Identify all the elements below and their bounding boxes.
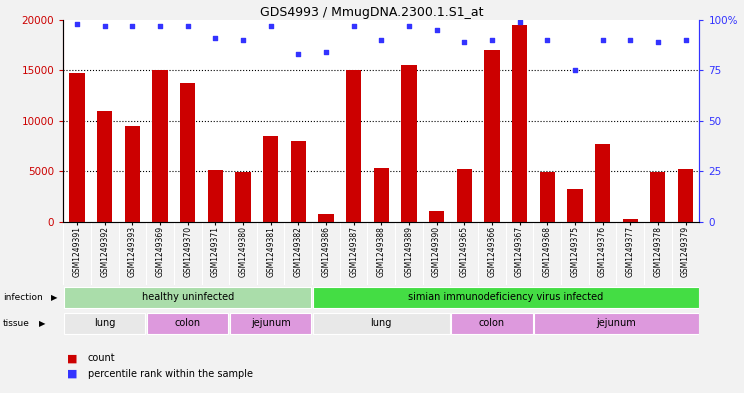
- Bar: [291, 141, 306, 222]
- Text: jejunum: jejunum: [597, 318, 636, 328]
- Bar: [452, 313, 533, 334]
- Bar: [623, 219, 638, 222]
- Bar: [567, 189, 583, 222]
- Text: healthy uninfected: healthy uninfected: [141, 292, 234, 303]
- Bar: [534, 313, 699, 334]
- Text: count: count: [88, 353, 115, 364]
- Point: [320, 49, 332, 55]
- Bar: [457, 169, 472, 222]
- Text: ▶: ▶: [51, 294, 58, 302]
- Point: [237, 37, 249, 43]
- Bar: [595, 144, 610, 222]
- Bar: [64, 287, 311, 309]
- Bar: [650, 173, 665, 222]
- Bar: [539, 173, 555, 222]
- Text: lung: lung: [371, 318, 392, 328]
- Text: percentile rank within the sample: percentile rank within the sample: [88, 369, 253, 379]
- Text: simian immunodeficiency virus infected: simian immunodeficiency virus infected: [408, 292, 603, 303]
- Text: jejunum: jejunum: [251, 318, 291, 328]
- Text: colon: colon: [479, 318, 505, 328]
- Bar: [346, 70, 362, 222]
- Point: [486, 37, 498, 43]
- Bar: [97, 111, 112, 222]
- Point: [569, 67, 581, 73]
- Point: [652, 39, 664, 45]
- Bar: [678, 169, 693, 222]
- Bar: [153, 70, 167, 222]
- Bar: [429, 211, 444, 222]
- Text: colon: colon: [175, 318, 201, 328]
- Bar: [230, 313, 311, 334]
- Point: [403, 22, 415, 29]
- Point: [347, 22, 359, 29]
- Bar: [235, 173, 251, 222]
- Point: [209, 35, 221, 41]
- Text: ■: ■: [67, 353, 77, 364]
- Text: lung: lung: [94, 318, 115, 328]
- Point: [182, 22, 193, 29]
- Point: [265, 22, 277, 29]
- Point: [624, 37, 636, 43]
- Bar: [313, 287, 699, 309]
- Point: [542, 37, 554, 43]
- Bar: [401, 65, 417, 222]
- Point: [431, 27, 443, 33]
- Bar: [512, 25, 527, 222]
- Point: [71, 20, 83, 27]
- Point: [458, 39, 470, 45]
- Bar: [313, 313, 449, 334]
- Point: [597, 37, 609, 43]
- Point: [99, 22, 111, 29]
- Bar: [318, 214, 333, 222]
- Point: [126, 22, 138, 29]
- Bar: [125, 126, 140, 222]
- Bar: [69, 73, 85, 222]
- Text: infection: infection: [3, 294, 42, 302]
- Text: GDS4993 / MmugDNA.2300.1.S1_at: GDS4993 / MmugDNA.2300.1.S1_at: [260, 6, 484, 19]
- Bar: [484, 50, 499, 222]
- Bar: [180, 83, 196, 222]
- Point: [376, 37, 388, 43]
- Point: [292, 51, 304, 57]
- Point: [513, 18, 525, 25]
- Point: [154, 22, 166, 29]
- Text: ▶: ▶: [39, 319, 46, 328]
- Bar: [373, 169, 389, 222]
- Bar: [64, 313, 145, 334]
- Bar: [147, 313, 228, 334]
- Text: tissue: tissue: [3, 319, 30, 328]
- Bar: [208, 171, 223, 222]
- Point: [679, 37, 691, 43]
- Bar: [263, 136, 278, 222]
- Text: ■: ■: [67, 369, 77, 379]
